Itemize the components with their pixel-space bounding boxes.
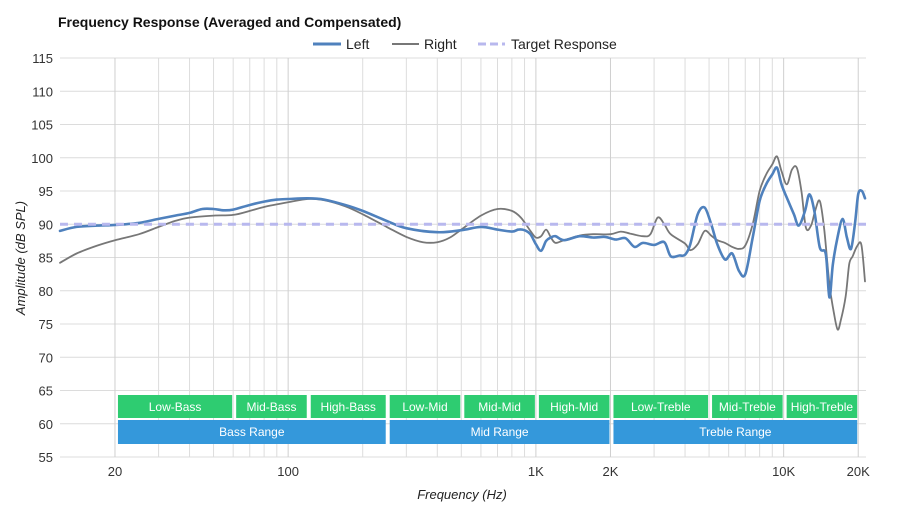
sub-range-box <box>389 395 461 418</box>
legend-label: Left <box>346 36 369 52</box>
grid-layer <box>60 57 866 458</box>
x-tick-label: 20 <box>108 464 122 479</box>
sub-range-box <box>310 395 386 418</box>
y-tick-label: 80 <box>39 284 53 299</box>
sub-range-box <box>786 395 858 418</box>
y-tick-label: 110 <box>32 84 53 99</box>
sub-range-label: Mid-Treble <box>719 400 776 414</box>
left-series-line <box>58 166 867 299</box>
range-label: Bass Range <box>219 425 285 439</box>
x-tick-label: 10K <box>772 464 795 479</box>
series-layer <box>58 155 867 331</box>
y-tick-label: 65 <box>39 384 53 399</box>
x-tick-label: 2K <box>603 464 619 479</box>
y-tick-label: 60 <box>39 417 53 432</box>
sub-range-box <box>236 395 307 418</box>
sub-range-label: Low-Treble <box>631 400 691 414</box>
y-tick-label: 90 <box>39 217 53 232</box>
sub-range-label: Mid-Bass <box>246 400 296 414</box>
range-box <box>389 420 610 444</box>
y-tick-label: 105 <box>31 118 53 133</box>
range-box <box>117 420 386 444</box>
sub-range-label: High-Treble <box>791 400 854 414</box>
legend-label: Target Response <box>511 36 617 52</box>
y-tick-label: 95 <box>39 184 53 199</box>
x-tick-label: 100 <box>277 464 299 479</box>
right-series-line <box>59 155 866 331</box>
y-tick-label: 100 <box>31 151 53 166</box>
y-axis-label: Amplitude (dB SPL) <box>13 201 28 316</box>
sub-range-box <box>538 395 610 418</box>
legend: Left Right Target Response <box>313 36 617 52</box>
sub-range-label: Mid-Mid <box>478 400 521 414</box>
chart-title: Frequency Response (Averaged and Compens… <box>58 14 402 30</box>
x-tick-label: 20K <box>847 464 870 479</box>
axis-layer: 55 60 65 70 75 80 85 90 95 100 105 110 115 20 100 1K 2K 1… <box>31 51 870 479</box>
sub-range-box <box>464 395 535 418</box>
x-tick-label: 1K <box>528 464 544 479</box>
range-label: Treble Range <box>699 425 772 439</box>
y-tick-label: 115 <box>32 51 53 66</box>
sub-range-box <box>712 395 783 418</box>
sub-range-label: High-Bass <box>321 400 376 414</box>
legend-label: Right <box>424 36 457 52</box>
sub-range-label: Low-Mid <box>402 400 447 414</box>
sub-range-label: Low-Bass <box>149 400 202 414</box>
sub-range-box <box>117 395 233 418</box>
y-tick-label: 70 <box>39 350 53 365</box>
range-label: Mid Range <box>471 425 529 439</box>
sub-range-box <box>613 395 709 418</box>
y-tick-label: 85 <box>39 251 53 266</box>
y-tick-label: 75 <box>39 317 53 332</box>
x-axis-label: Frequency (Hz) <box>417 487 507 502</box>
frequency-band-layer: Low-Bass Mid-Bass High-Bass Low-Mid Mid-Mid H… <box>117 395 858 444</box>
range-box <box>613 420 858 444</box>
sub-range-label: High-Mid <box>550 400 598 414</box>
y-tick-label: 55 <box>39 450 53 465</box>
